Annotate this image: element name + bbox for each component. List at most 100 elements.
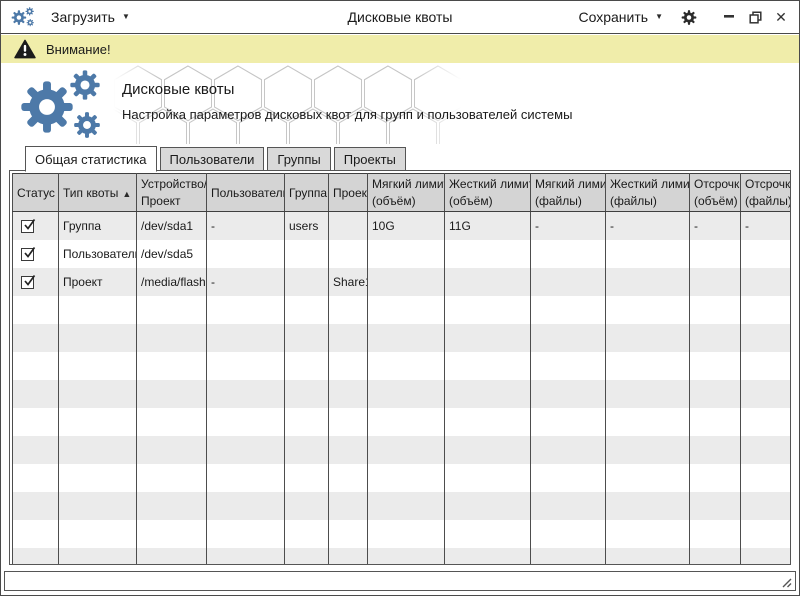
close-button[interactable]: ✕ [773, 9, 789, 25]
empty-cell [328, 547, 368, 564]
empty-cell [12, 295, 59, 324]
empty-cell [530, 463, 606, 492]
header-soft-limit-volume[interactable]: Мягкий лимит (объём) [367, 173, 445, 212]
empty-cell [12, 379, 59, 408]
empty-cell [530, 491, 606, 520]
empty-cell [530, 547, 606, 564]
cell-quota-type: Группа [58, 211, 137, 240]
table-row[interactable]: Группа /dev/sda1 - users 10G 11G - - - - [12, 211, 790, 240]
table-row[interactable]: Проект /media/flash - Share1 [12, 267, 790, 296]
empty-cell [328, 519, 368, 548]
empty-cell [12, 435, 59, 464]
cell-project: Share1 [328, 267, 368, 296]
empty-cell [284, 463, 329, 492]
empty-table-row[interactable] [12, 379, 790, 408]
empty-cell [367, 295, 445, 324]
empty-cell [367, 323, 445, 352]
header-hard-limit-volume[interactable]: Жесткий лимит (объём) [444, 173, 531, 212]
empty-cell [12, 463, 59, 492]
empty-cell [284, 519, 329, 548]
header-grace-files[interactable]: Отсрочка (файлы) [740, 173, 790, 212]
header-soft-limit-files[interactable]: Мягкий лимит (файлы) [530, 173, 606, 212]
settings-button[interactable] [681, 9, 697, 25]
empty-table-row[interactable] [12, 519, 790, 548]
header-quota-type[interactable]: Тип квоты ▲ [58, 173, 137, 212]
empty-cell [206, 547, 285, 564]
empty-cell [58, 435, 137, 464]
app-gears-icon [11, 6, 37, 28]
empty-cell [444, 463, 531, 492]
page-subtitle: Настройка параметров дисковых квот для г… [122, 107, 573, 122]
empty-cell [136, 491, 207, 520]
cell-soft-volume [367, 239, 445, 268]
page-header: Дисковые квоты Настройка параметров диск… [1, 63, 799, 146]
empty-cell [444, 351, 531, 380]
tab-projects[interactable]: Проекты [333, 147, 406, 171]
row-enabled-checkbox[interactable] [21, 246, 36, 261]
empty-table-row[interactable] [12, 463, 790, 492]
header-group[interactable]: Группа [284, 173, 329, 212]
empty-table-row[interactable] [12, 435, 790, 464]
empty-cell [136, 351, 207, 380]
header-grace-volume[interactable]: Отсрочка (объём) [689, 173, 741, 212]
sort-asc-icon: ▲ [122, 188, 132, 199]
empty-table-row[interactable] [12, 491, 790, 520]
cell-soft-volume: 10G [367, 211, 445, 240]
header-status[interactable]: Статус [12, 173, 59, 212]
empty-cell [740, 463, 790, 492]
empty-cell [444, 379, 531, 408]
empty-table-row[interactable] [12, 295, 790, 324]
cell-user: - [206, 267, 285, 296]
row-enabled-checkbox[interactable] [21, 274, 36, 289]
gears-logo-icon [19, 69, 111, 141]
empty-cell [605, 379, 690, 408]
empty-cell [605, 323, 690, 352]
empty-cell [328, 491, 368, 520]
empty-cell [136, 407, 207, 436]
load-menu-button[interactable]: Загрузить ▼ [51, 9, 130, 25]
empty-cell [605, 435, 690, 464]
empty-cell [530, 407, 606, 436]
empty-cell [444, 295, 531, 324]
empty-cell [284, 351, 329, 380]
empty-cell [444, 519, 531, 548]
table-row[interactable]: Пользователь /dev/sda5 [12, 239, 790, 268]
empty-cell [136, 295, 207, 324]
empty-cell [740, 295, 790, 324]
empty-cell [605, 407, 690, 436]
empty-table-row[interactable] [12, 547, 790, 564]
empty-cell [12, 547, 59, 564]
empty-cell [740, 407, 790, 436]
minimize-icon [723, 14, 734, 18]
minimize-button[interactable] [721, 9, 737, 25]
header-user[interactable]: Пользователь [206, 173, 285, 212]
header-hard-limit-files[interactable]: Жесткий лимит (файлы) [605, 173, 690, 212]
tab-users[interactable]: Пользователи [159, 147, 265, 171]
cell-hard-volume [444, 267, 531, 296]
empty-cell [740, 547, 790, 564]
empty-cell [328, 463, 368, 492]
cell-grace-volume: - [689, 211, 741, 240]
empty-cell [58, 519, 137, 548]
tab-groups[interactable]: Группы [267, 147, 331, 171]
empty-table-row[interactable] [12, 323, 790, 352]
empty-cell [284, 379, 329, 408]
empty-table-row[interactable] [12, 407, 790, 436]
empty-cell [444, 547, 531, 564]
row-enabled-checkbox[interactable] [21, 218, 36, 233]
resize-grip[interactable] [780, 576, 792, 588]
chevron-down-icon: ▼ [655, 12, 663, 21]
empty-cell [367, 435, 445, 464]
maximize-button[interactable] [747, 9, 763, 25]
quota-table-panel: Статус Тип квоты ▲ Устройство/ Проект Пол… [9, 170, 791, 565]
tab-general-statistics[interactable]: Общая статистика [25, 146, 157, 172]
empty-cell [12, 491, 59, 520]
empty-table-row[interactable] [12, 351, 790, 380]
header-project[interactable]: Проект [328, 173, 368, 212]
empty-cell [12, 407, 59, 436]
empty-cell [284, 407, 329, 436]
header-device-project[interactable]: Устройство/ Проект [136, 173, 207, 212]
empty-cell [284, 295, 329, 324]
empty-cell [530, 323, 606, 352]
save-menu-button[interactable]: Сохранить ▼ [579, 9, 664, 25]
